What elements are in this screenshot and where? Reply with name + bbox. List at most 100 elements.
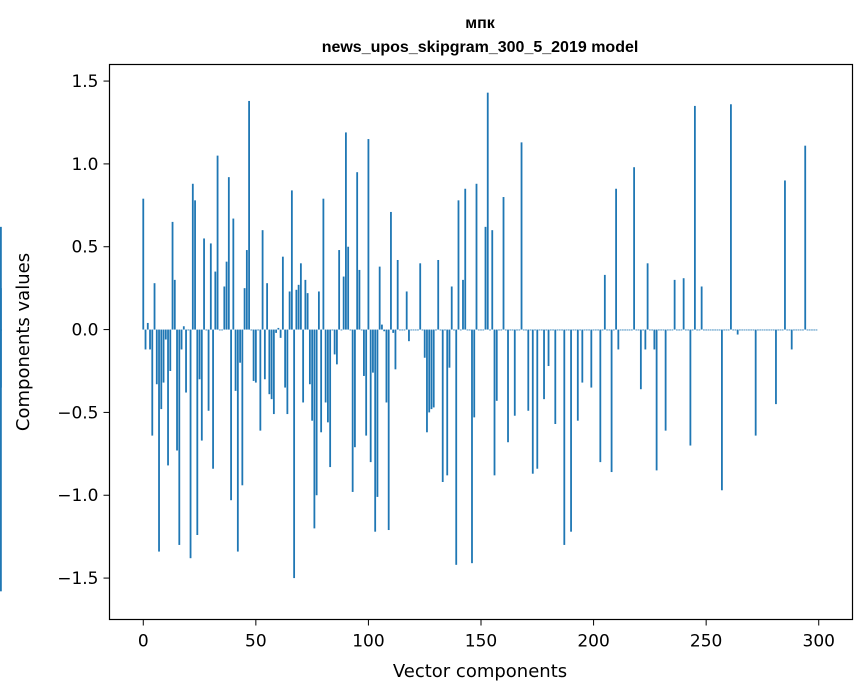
bar (275, 329, 278, 333)
bar (565, 329, 568, 331)
bar (482, 329, 485, 331)
x-tick-label: 0 (138, 632, 149, 652)
bar (178, 329, 181, 545)
bar (775, 329, 777, 405)
bar (651, 329, 654, 331)
bar (603, 274, 606, 330)
bar (689, 329, 692, 446)
bar (687, 329, 690, 331)
bar (281, 256, 284, 330)
bar (340, 329, 343, 331)
bar (396, 259, 399, 330)
bar (655, 329, 658, 471)
bar (153, 283, 156, 330)
y-tick-label: −1.0 (57, 486, 98, 506)
bar (223, 286, 226, 330)
bar (696, 329, 699, 331)
bar (173, 279, 176, 330)
bar (752, 329, 755, 331)
x-tick-label: 300 (803, 632, 835, 652)
bar (556, 329, 559, 331)
bar (376, 329, 379, 497)
bar (417, 329, 419, 331)
bar (374, 329, 377, 532)
bar (522, 329, 525, 331)
bar (394, 329, 397, 370)
bar (250, 329, 253, 331)
bar (297, 284, 300, 330)
bar (700, 286, 703, 330)
bar (306, 293, 309, 330)
bar (599, 329, 602, 463)
bar (203, 238, 205, 330)
bar (671, 329, 674, 331)
bar (315, 329, 318, 496)
bar (248, 100, 250, 330)
bar (795, 329, 798, 331)
x-tick-label: 200 (577, 632, 609, 652)
bar (705, 329, 708, 331)
bar (304, 279, 307, 330)
bar (639, 329, 642, 390)
bar (662, 329, 665, 331)
x-axis-ticks: 0 50 100 150 200 250 300 (138, 619, 835, 652)
bar (703, 329, 705, 331)
bars-group (0, 92, 818, 592)
bar (761, 329, 764, 331)
y-tick-label: 1.5 (71, 72, 98, 92)
bar (410, 329, 413, 331)
bar (207, 329, 210, 411)
bar (750, 329, 753, 331)
bar (628, 329, 631, 331)
bar (308, 329, 311, 385)
bar (790, 329, 793, 350)
bar (493, 329, 496, 476)
bar (500, 329, 503, 331)
bar (176, 329, 178, 451)
bar (302, 329, 305, 403)
bar (408, 329, 410, 342)
bar (363, 329, 365, 376)
bar (338, 250, 341, 330)
bar (430, 329, 433, 410)
bar (354, 329, 356, 448)
bar (399, 329, 401, 331)
bar (657, 329, 660, 331)
bar (426, 329, 428, 433)
bar (678, 329, 681, 331)
bar (653, 329, 656, 350)
bar (531, 329, 534, 474)
bar (529, 329, 532, 331)
bar (637, 329, 640, 331)
bar (777, 329, 780, 331)
bar (495, 329, 498, 401)
bar (405, 291, 408, 330)
bar (439, 329, 442, 331)
bar (475, 183, 478, 330)
bar (367, 139, 370, 330)
y-tick-label: 1.0 (71, 155, 98, 175)
bar (169, 329, 172, 371)
bar (480, 329, 482, 331)
bar (718, 329, 721, 331)
bar (320, 329, 323, 433)
bar (504, 329, 507, 331)
bar (317, 291, 320, 330)
bar (313, 329, 316, 529)
bar (612, 329, 615, 331)
bar (423, 329, 426, 358)
bar (383, 329, 386, 332)
bar (513, 329, 516, 416)
bar (232, 218, 235, 330)
bar (471, 329, 473, 564)
bar (372, 329, 374, 373)
bar (331, 329, 334, 331)
bar (630, 329, 633, 331)
bar (435, 329, 437, 331)
bar (538, 329, 541, 331)
bar (815, 329, 818, 331)
bar (218, 329, 221, 331)
bar (196, 329, 199, 535)
bar (734, 329, 737, 331)
